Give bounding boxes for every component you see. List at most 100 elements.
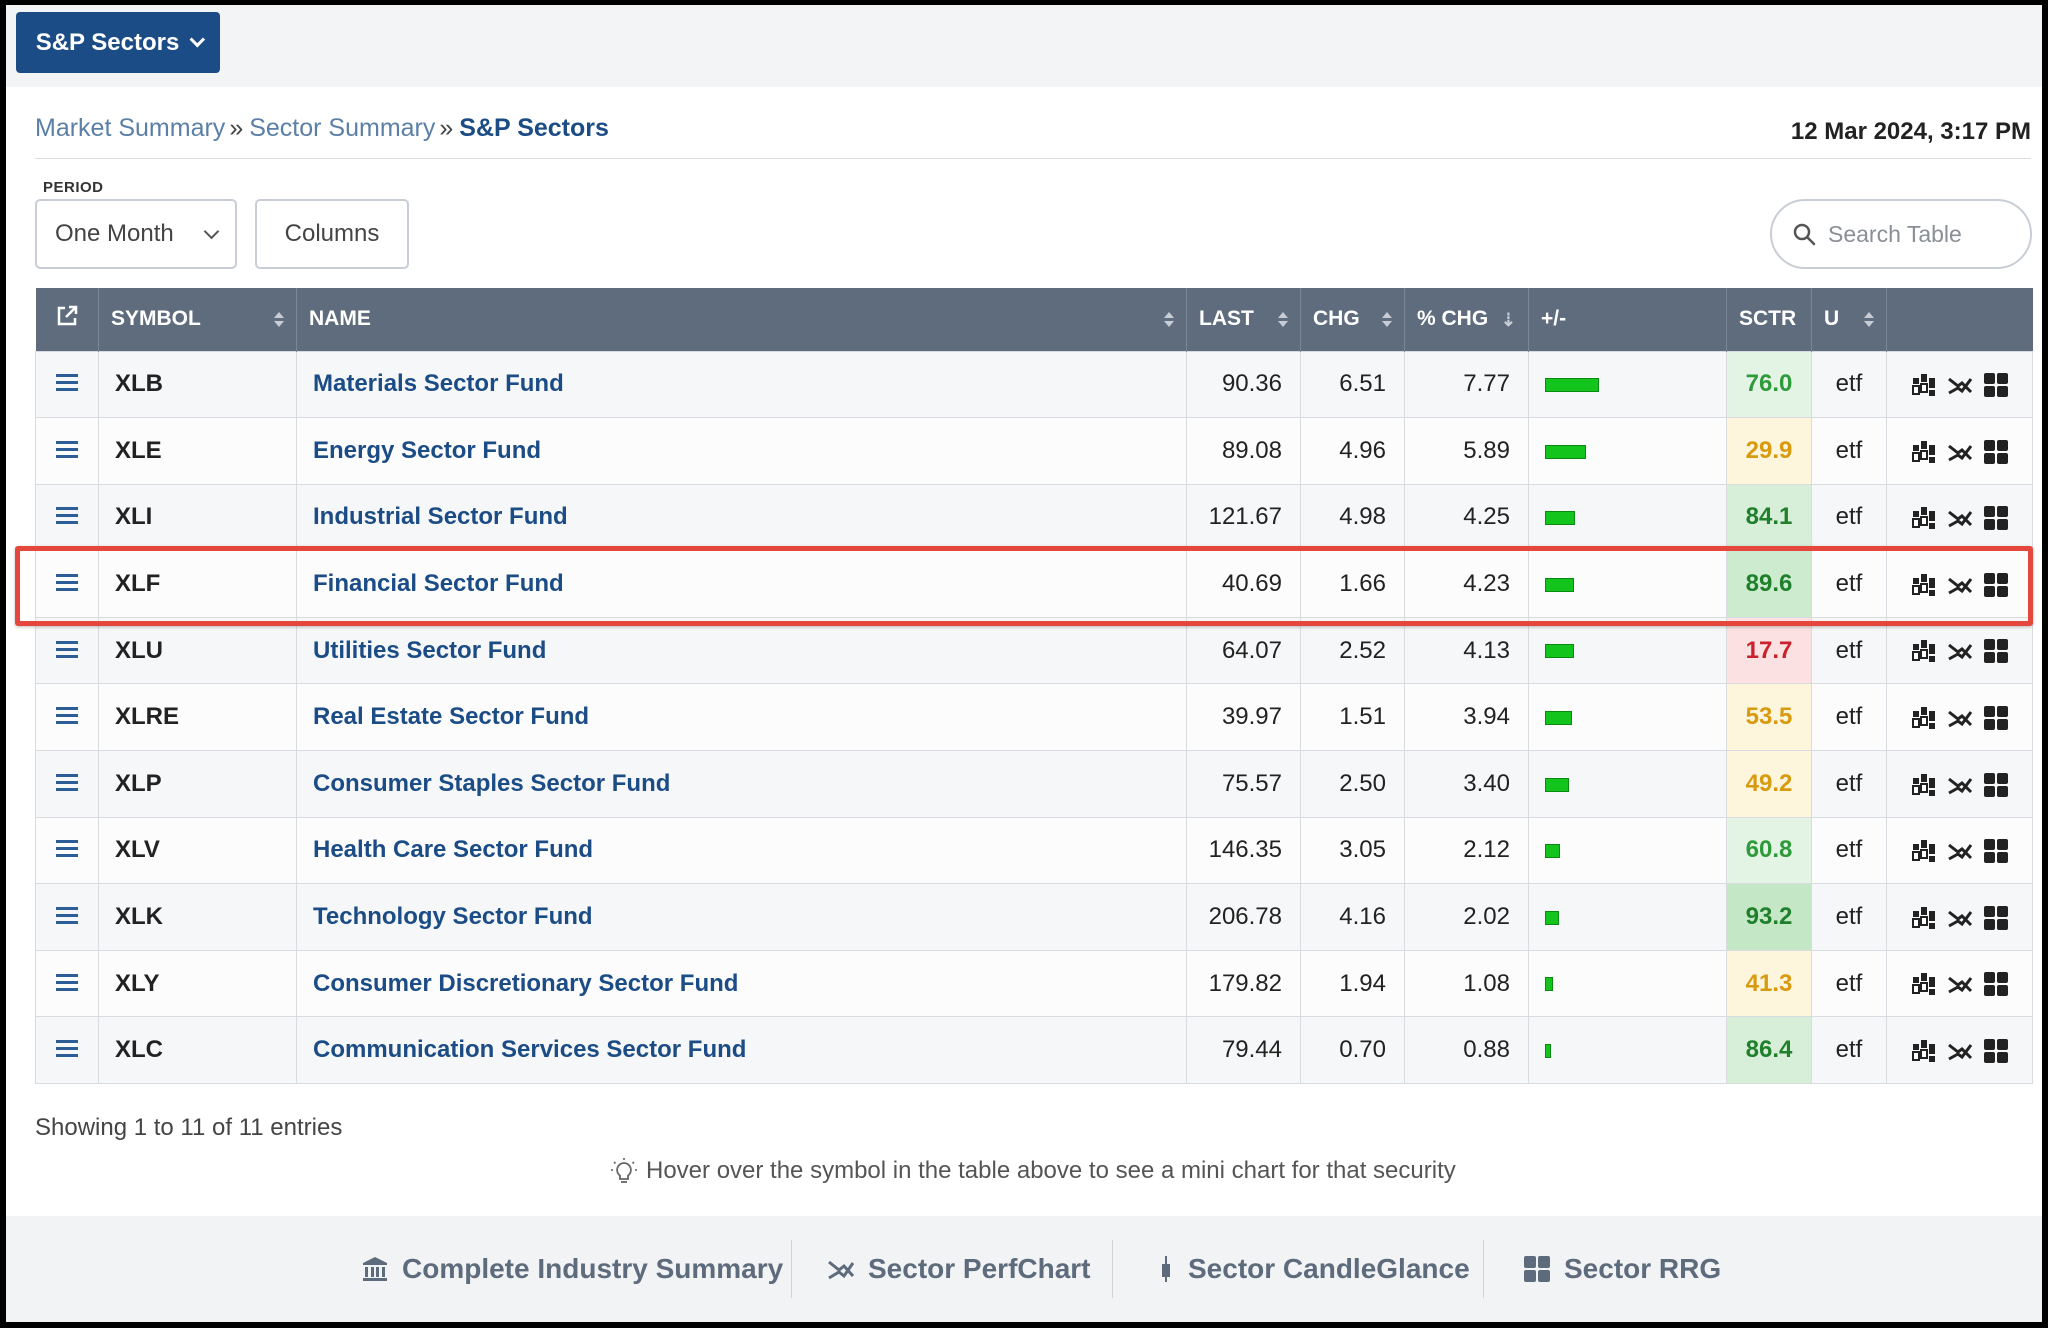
menu-icon[interactable] — [56, 440, 78, 458]
symbol-cell[interactable]: XLV — [98, 816, 297, 885]
menu-icon[interactable] — [56, 907, 78, 925]
chevron-down-icon — [203, 223, 220, 240]
symbol-cell[interactable]: XLU — [98, 616, 297, 685]
rrg-grid-icon[interactable] — [1983, 905, 2009, 931]
fund-name-link[interactable]: Communication Services Sector Fund — [313, 1036, 747, 1064]
menu-icon[interactable] — [56, 574, 78, 592]
period-select[interactable]: One Month — [35, 199, 237, 269]
perfchart-icon[interactable] — [1947, 971, 1973, 997]
rrg-grid-icon[interactable] — [1983, 572, 2009, 598]
u-cell: etf — [1811, 816, 1887, 885]
header-name[interactable]: NAME — [296, 288, 1187, 351]
header-symbol[interactable]: SYMBOL — [98, 288, 297, 351]
fund-name-link[interactable]: Industrial Sector Fund — [313, 503, 568, 531]
menu-icon[interactable] — [56, 640, 78, 658]
candleglance-icon[interactable] — [1911, 838, 1937, 864]
timestamp: 12 Mar 2024, 3:17 PM — [1790, 118, 2031, 145]
candleglance-icon[interactable] — [1911, 505, 1937, 531]
pct-chg-cell: 3.40 — [1404, 750, 1529, 818]
candleglance-icon[interactable] — [1911, 439, 1937, 465]
actions-cell — [1886, 683, 2033, 752]
fund-name-link[interactable]: Financial Sector Fund — [313, 570, 564, 598]
fund-name-link[interactable]: Health Care Sector Fund — [313, 836, 594, 864]
breadcrumb-market-summary[interactable]: Market Summary — [35, 114, 226, 142]
header-pct-chg[interactable]: % CHG ⇣ — [1404, 288, 1529, 351]
perfchart-icon[interactable] — [1947, 372, 1973, 398]
fund-name-link[interactable]: Real Estate Sector Fund — [313, 703, 590, 731]
header-sctr[interactable]: SCTR — [1726, 288, 1812, 351]
breadcrumb-sector-summary[interactable]: Sector Summary — [249, 114, 436, 142]
columns-button[interactable]: Columns — [255, 199, 409, 269]
row-menu-cell — [35, 816, 99, 885]
menu-icon[interactable] — [56, 707, 78, 725]
change-bar-cell — [1528, 683, 1727, 752]
period-label: PERIOD — [43, 179, 104, 196]
symbol-cell[interactable]: XLF — [98, 550, 297, 618]
table-row: XLU Utilities Sector Fund 64.07 2.52 4.13 17.… — [35, 616, 2033, 685]
perfchart-icon[interactable] — [1947, 505, 1973, 531]
menu-icon[interactable] — [56, 374, 78, 392]
rrg-grid-icon[interactable] — [1983, 772, 2009, 798]
perfchart-icon[interactable] — [1947, 772, 1973, 798]
fund-name-link[interactable]: Materials Sector Fund — [313, 370, 564, 398]
search-input[interactable] — [1828, 220, 2008, 248]
open-external-header[interactable] — [35, 288, 99, 351]
header-chg[interactable]: CHG — [1300, 288, 1405, 351]
perfchart-icon[interactable] — [1947, 1038, 1973, 1064]
fund-name-link[interactable]: Utilities Sector Fund — [313, 636, 547, 664]
symbol-cell[interactable]: XLB — [98, 350, 297, 419]
search-table-box[interactable] — [1770, 199, 2032, 269]
table-header-row: SYMBOL NAME LAST CHG % CHG ⇣ +/- SCTR U — [35, 288, 2033, 351]
fund-name-link[interactable]: Consumer Staples Sector Fund — [313, 769, 671, 797]
symbol-cell[interactable]: XLY — [98, 949, 297, 1018]
symbol-cell[interactable]: XLP — [98, 750, 297, 818]
rrg-grid-icon[interactable] — [1983, 372, 2009, 398]
sector-candleglance-link[interactable]: Sector CandleGlance — [1156, 1216, 1470, 1322]
rrg-grid-icon[interactable] — [1983, 971, 2009, 997]
candleglance-icon[interactable] — [1911, 772, 1937, 798]
rrg-grid-icon[interactable] — [1983, 1038, 2009, 1064]
chg-cell: 4.96 — [1300, 417, 1405, 485]
sp-sectors-dropdown-button[interactable]: S&P Sectors — [16, 12, 220, 73]
menu-icon[interactable] — [56, 1040, 78, 1058]
menu-icon[interactable] — [56, 507, 78, 525]
row-menu-cell — [35, 750, 99, 818]
name-cell: Materials Sector Fund — [296, 350, 1187, 419]
rrg-grid-icon[interactable] — [1983, 439, 2009, 465]
symbol-cell[interactable]: XLK — [98, 883, 297, 951]
fund-name-link[interactable]: Energy Sector Fund — [313, 436, 542, 464]
candleglance-icon[interactable] — [1911, 905, 1937, 931]
symbol-cell[interactable]: XLI — [98, 483, 297, 552]
sector-perfchart-link[interactable]: Sector PerfChart — [826, 1216, 1091, 1322]
symbol-cell[interactable]: XLE — [98, 417, 297, 485]
pct-chg-cell: 2.12 — [1404, 816, 1529, 885]
sector-rrg-link[interactable]: Sector RRG — [1522, 1216, 1721, 1322]
candleglance-icon[interactable] — [1911, 372, 1937, 398]
candleglance-icon[interactable] — [1911, 1038, 1937, 1064]
perfchart-icon[interactable] — [1947, 905, 1973, 931]
perfchart-icon[interactable] — [1947, 705, 1973, 731]
candleglance-icon[interactable] — [1911, 638, 1937, 664]
rrg-grid-icon[interactable] — [1983, 638, 2009, 664]
symbol-cell[interactable]: XLRE — [98, 683, 297, 752]
perfchart-icon[interactable] — [1947, 638, 1973, 664]
sectors-table: SYMBOL NAME LAST CHG % CHG ⇣ +/- SCTR U X… — [35, 288, 2033, 1085]
rrg-grid-icon[interactable] — [1983, 505, 2009, 531]
symbol-cell[interactable]: XLC — [98, 1016, 297, 1085]
header-u[interactable]: U — [1811, 288, 1887, 351]
fund-name-link[interactable]: Consumer Discretionary Sector Fund — [313, 969, 739, 997]
rrg-grid-icon[interactable] — [1983, 705, 2009, 731]
rrg-grid-icon[interactable] — [1983, 838, 2009, 864]
menu-icon[interactable] — [56, 973, 78, 991]
menu-icon[interactable] — [56, 773, 78, 791]
perfchart-icon[interactable] — [1947, 439, 1973, 465]
perfchart-icon[interactable] — [1947, 572, 1973, 598]
candleglance-icon[interactable] — [1911, 572, 1937, 598]
fund-name-link[interactable]: Technology Sector Fund — [313, 903, 593, 931]
complete-industry-summary-link[interactable]: Complete Industry Summary — [360, 1216, 783, 1322]
candleglance-icon[interactable] — [1911, 705, 1937, 731]
perfchart-icon[interactable] — [1947, 838, 1973, 864]
candleglance-icon[interactable] — [1911, 971, 1937, 997]
menu-icon[interactable] — [56, 840, 78, 858]
header-last[interactable]: LAST — [1186, 288, 1301, 351]
